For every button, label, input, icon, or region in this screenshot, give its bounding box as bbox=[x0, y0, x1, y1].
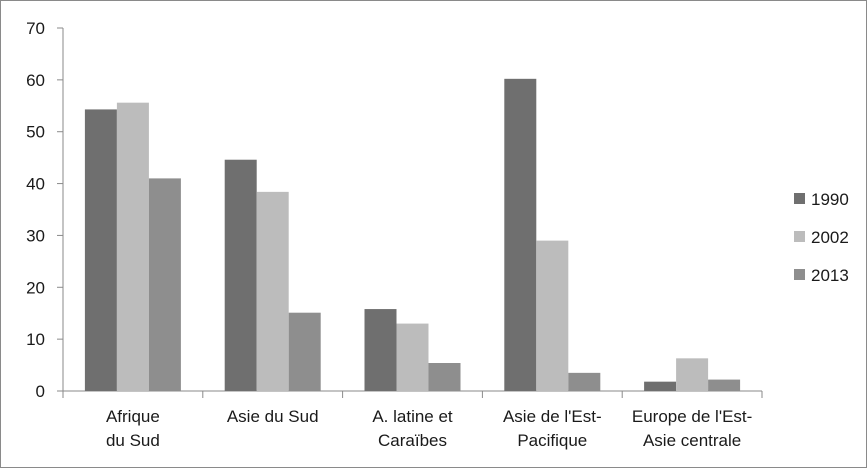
bar-2013-cat1 bbox=[288, 312, 321, 391]
category-label: Asie du Sud bbox=[227, 407, 319, 426]
legend-label-2013: 2013 bbox=[811, 266, 849, 285]
bar-2002-cat2 bbox=[396, 323, 429, 391]
bar-2013-cat0 bbox=[148, 178, 181, 391]
y-tick-label: 10 bbox=[26, 330, 45, 349]
legend-swatch-2002 bbox=[794, 231, 805, 242]
category-label: Asie de l'Est- bbox=[503, 407, 602, 426]
category-label: Caraïbes bbox=[378, 431, 447, 450]
category-label: Asie centrale bbox=[643, 431, 741, 450]
bar-2013-cat3 bbox=[568, 372, 601, 391]
category-label: Europe de l'Est- bbox=[632, 407, 752, 426]
bar-1990-cat3 bbox=[504, 78, 537, 391]
category-label: Afrique bbox=[106, 407, 160, 426]
bar-2002-cat0 bbox=[116, 102, 149, 391]
bar-1990-cat1 bbox=[224, 159, 257, 391]
legend-swatch-1990 bbox=[794, 193, 805, 204]
y-tick-label: 40 bbox=[26, 175, 45, 194]
category-label: Pacifique bbox=[517, 431, 587, 450]
y-tick-label: 30 bbox=[26, 226, 45, 245]
legend-swatch-2013 bbox=[794, 269, 805, 280]
bar-2002-cat1 bbox=[256, 191, 289, 391]
legend-label-2002: 2002 bbox=[811, 228, 849, 247]
bar-1990-cat2 bbox=[364, 309, 397, 391]
y-tick-label: 70 bbox=[26, 19, 45, 38]
category-label: A. latine et bbox=[372, 407, 453, 426]
y-tick-label: 50 bbox=[26, 123, 45, 142]
legend-label-1990: 1990 bbox=[811, 190, 849, 209]
y-tick-label: 0 bbox=[36, 382, 45, 401]
bar-2002-cat3 bbox=[536, 240, 569, 391]
bar-2002-cat4 bbox=[676, 358, 709, 391]
bar-2013-cat2 bbox=[428, 362, 461, 391]
category-label: du Sud bbox=[106, 431, 160, 450]
bar-1990-cat0 bbox=[84, 109, 117, 391]
y-tick-label: 20 bbox=[26, 278, 45, 297]
bar-2013-cat4 bbox=[708, 379, 741, 391]
y-tick-label: 60 bbox=[26, 71, 45, 90]
bar-1990-cat4 bbox=[644, 381, 677, 391]
